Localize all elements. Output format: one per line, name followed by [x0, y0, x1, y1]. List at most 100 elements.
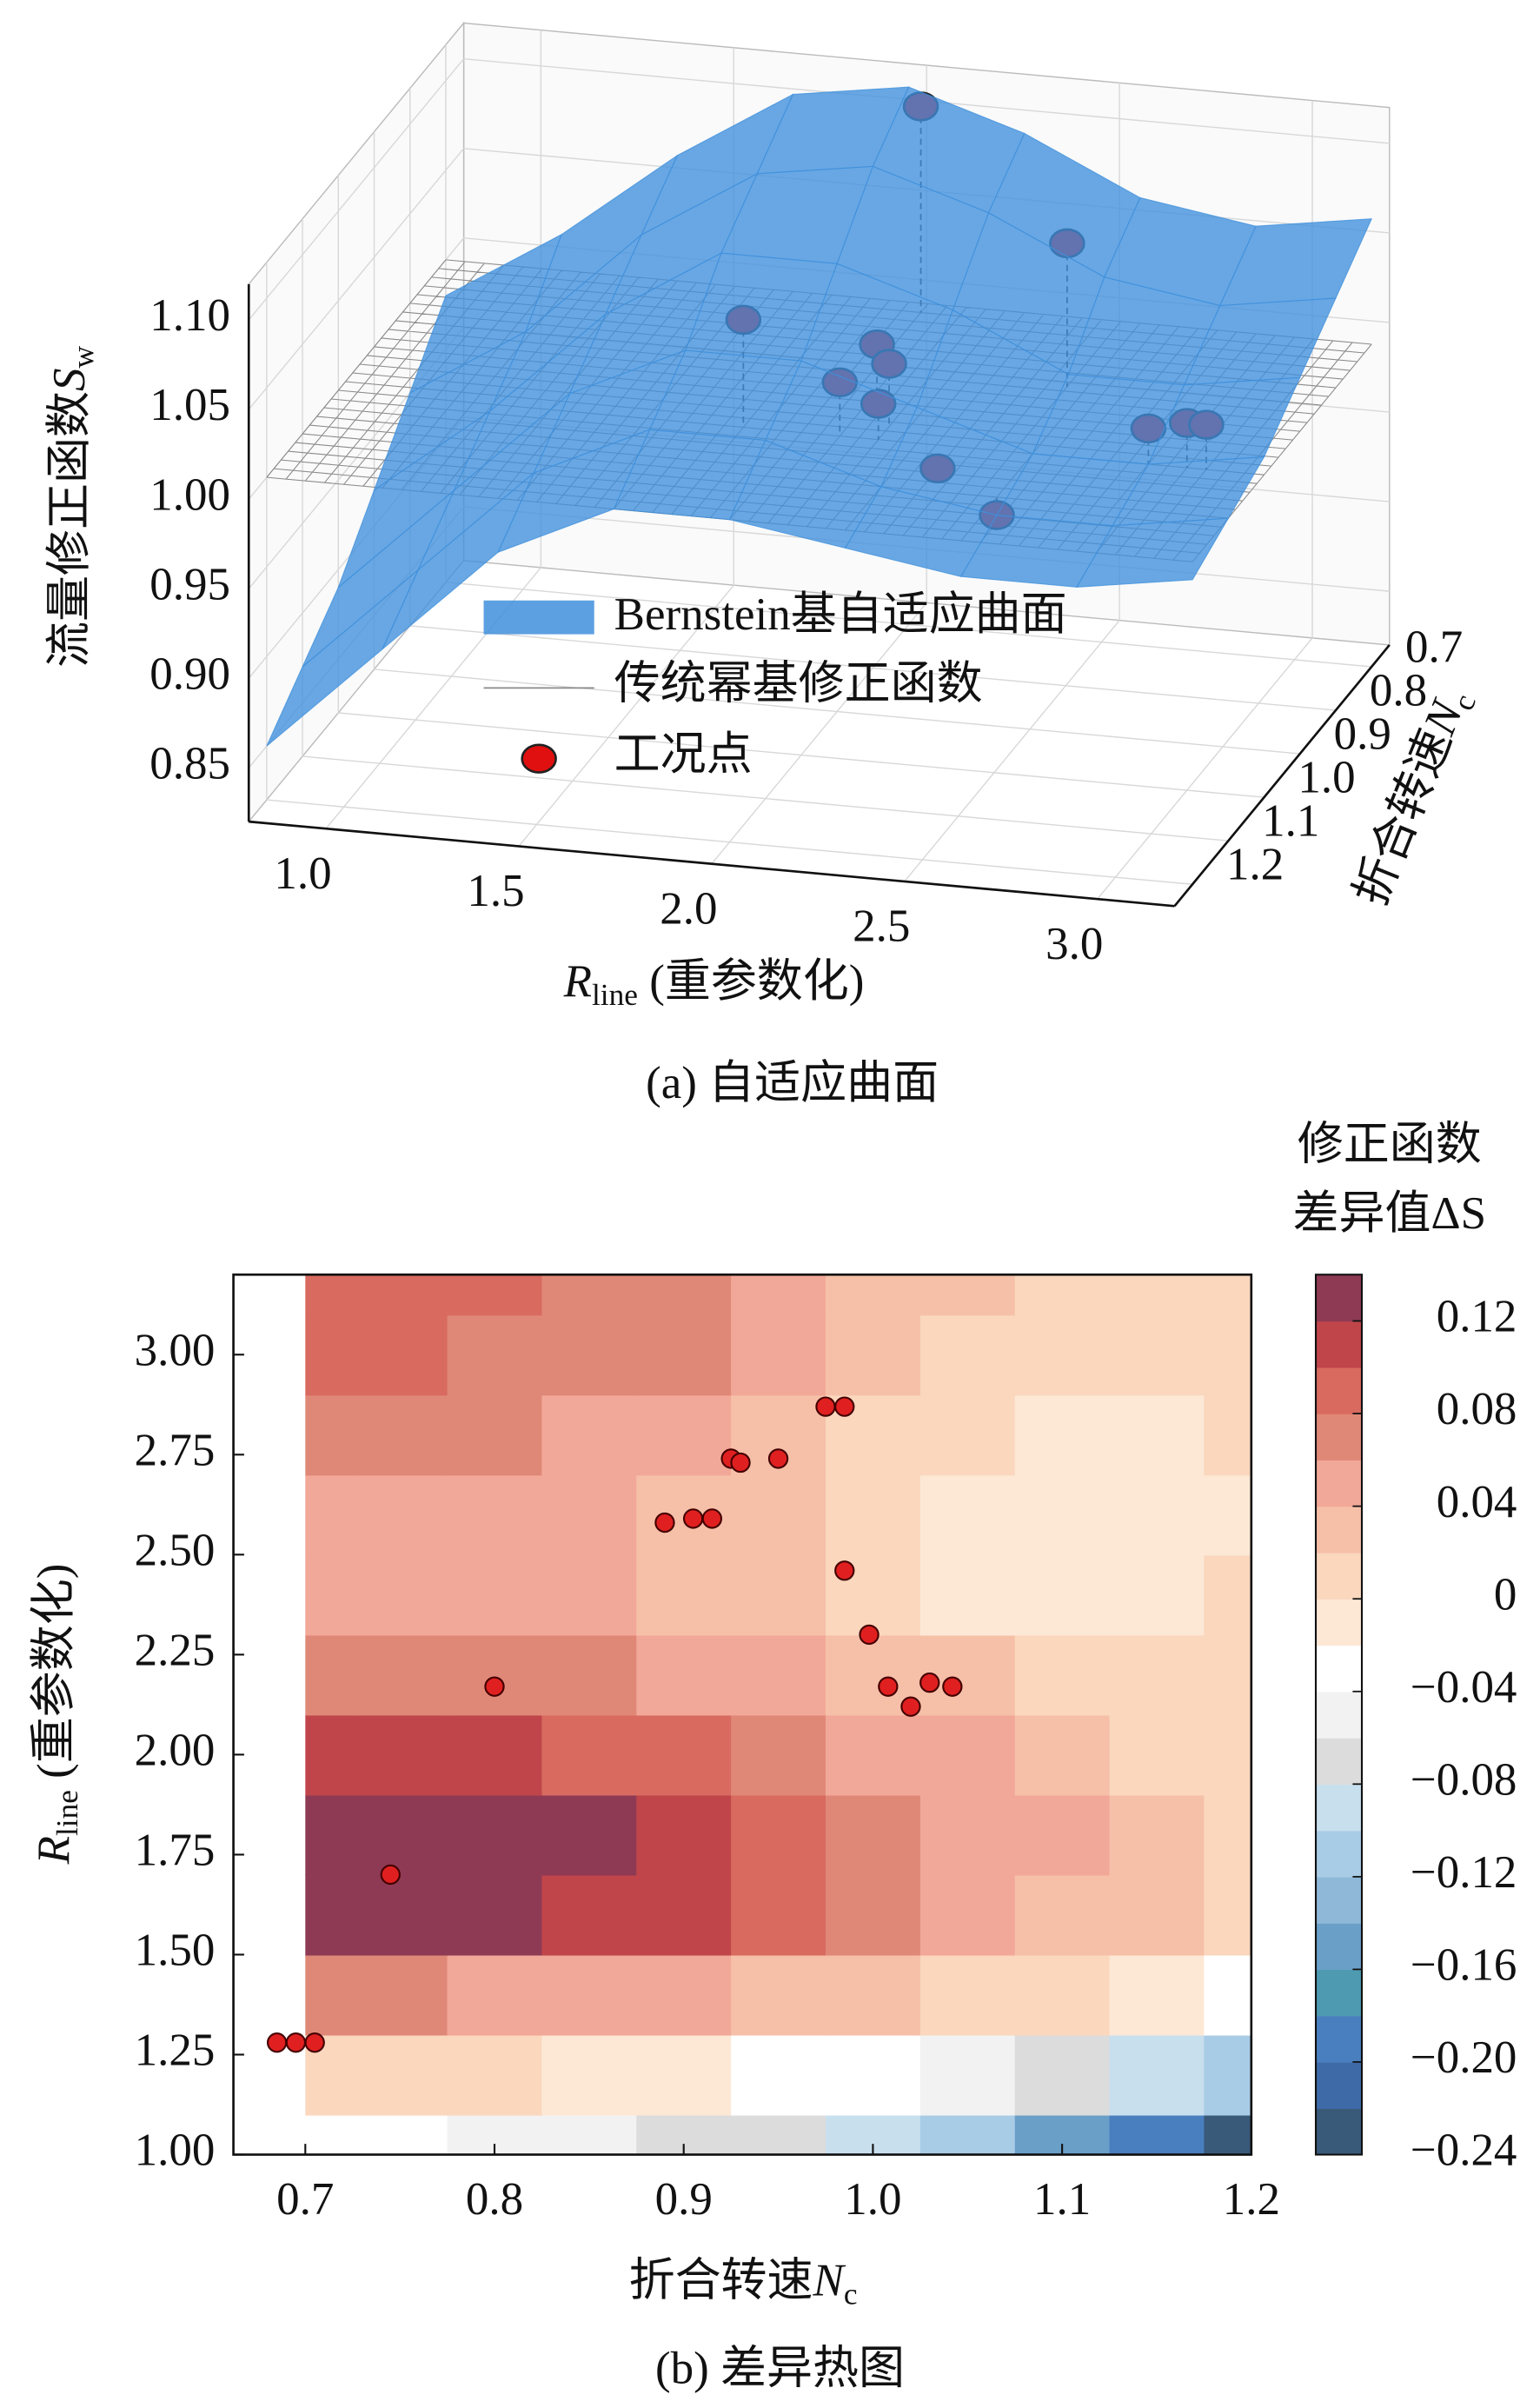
heat-cell — [731, 1874, 827, 1956]
z-axis-label: 流量修正函数Sw — [44, 346, 100, 668]
heat-cell — [1109, 1314, 1205, 1396]
label-part: N — [813, 2256, 846, 2306]
heat-cell — [1109, 1394, 1205, 1476]
heat-cell — [1014, 1954, 1111, 2036]
label-part: R — [563, 956, 592, 1007]
heat-cell — [541, 2114, 638, 2156]
heat-cell — [352, 1394, 448, 1476]
colorbar-band — [1316, 1367, 1363, 1414]
label-part: line — [50, 1790, 84, 1836]
x-tick-label: 1.0 — [274, 848, 331, 899]
y-tick-label: 1.50 — [135, 1926, 216, 1976]
heat-cell — [731, 1714, 827, 1796]
point — [701, 1508, 723, 1529]
z-tick-label: 1.00 — [149, 469, 230, 520]
heat-cell — [447, 1274, 543, 1316]
point — [654, 1512, 675, 1533]
x-axis-label: 折合转速Nc — [629, 2256, 858, 2312]
heat-cell — [1109, 1474, 1205, 1556]
heat-cell — [305, 1394, 354, 1476]
heat-cell — [1014, 1634, 1111, 1716]
colorbar-band — [1316, 1923, 1363, 1971]
y-tick-label: 1.2 — [1226, 840, 1284, 890]
heat-cell — [1014, 1554, 1111, 1636]
y-tick-label: 3.00 — [135, 1325, 216, 1375]
heat-cell — [636, 1794, 733, 1876]
legend-label: 工况点 — [614, 729, 753, 780]
heat-cell — [919, 1794, 1016, 1876]
colorbar-tick-label: −0.24 — [1411, 2125, 1517, 2176]
heat-cell — [447, 1634, 543, 1716]
heat-cell — [825, 1274, 921, 1316]
point — [859, 1624, 880, 1646]
heat-cell — [305, 1794, 354, 1876]
x-tick-label: 2.0 — [660, 883, 717, 934]
heat-cell — [541, 1314, 638, 1396]
heat-cell — [1204, 1394, 1252, 1476]
colorbar-tick-label: 0.04 — [1437, 1477, 1517, 1527]
colorbar-band — [1316, 1506, 1363, 1553]
heat-cell — [731, 1554, 827, 1636]
heat-cell — [305, 2114, 354, 2156]
heat-cell — [1014, 1314, 1111, 1396]
heat-cell — [1204, 2114, 1252, 2156]
heat-cell — [447, 1714, 543, 1796]
heat-cell — [919, 1874, 1016, 1956]
heat-cell — [1109, 2034, 1205, 2116]
x-tick-label: 1.1 — [1033, 2174, 1091, 2225]
heat-cell — [731, 1474, 827, 1556]
point — [285, 2032, 307, 2053]
colorbar-tick-label: −0.04 — [1411, 1662, 1517, 1713]
heat-cell — [305, 1554, 354, 1636]
plot-frame — [232, 1273, 1253, 2156]
heat-cell — [1014, 1874, 1111, 1956]
heat-cell — [541, 1714, 638, 1796]
heat-cell — [541, 1274, 638, 1316]
heat-cell — [1109, 1634, 1205, 1716]
colorbar-band — [1316, 1599, 1363, 1646]
colorbar-band — [1316, 1691, 1363, 1739]
heat-cell — [352, 1634, 448, 1716]
y-axis-label: Rline (重参数化) — [29, 1564, 84, 1866]
heat-cell — [1204, 1714, 1252, 1796]
caption: (b) 差异热图 — [655, 2344, 905, 2394]
heat-cell — [636, 1314, 733, 1396]
heat-cell — [825, 1314, 921, 1396]
label-part: (重参数化) — [638, 956, 864, 1007]
point — [942, 1676, 963, 1697]
y-tick-label: 0.7 — [1405, 622, 1463, 672]
x-tick-label: 0.8 — [466, 2174, 523, 2225]
heat-cell — [1109, 1714, 1205, 1796]
heat-cell — [919, 1474, 1016, 1556]
y-tick-label: 2.25 — [135, 1626, 216, 1676]
point — [767, 1448, 789, 1469]
grid-line — [266, 262, 1193, 885]
heat-cell — [919, 1554, 1016, 1636]
heat-cell — [825, 1714, 921, 1796]
heat-cell — [541, 1394, 638, 1476]
heat-cell — [447, 2034, 543, 2116]
y-tick-label: 0.8 — [1370, 666, 1427, 716]
axis-line — [247, 283, 1391, 908]
heat-cell — [352, 1474, 448, 1556]
heat-cell — [1204, 1554, 1252, 1636]
colorbar-band — [1316, 2015, 1363, 2063]
heat-cell — [731, 1634, 827, 1716]
colorbar-band — [1316, 1320, 1363, 1368]
heat-cell — [447, 1794, 543, 1876]
y-tick-label: 2.00 — [135, 1726, 216, 1776]
heat-cell — [305, 1954, 354, 2036]
colorbar-tick-label: −0.12 — [1411, 1847, 1517, 1898]
heat-cell — [352, 1954, 448, 2036]
surface-patch — [1075, 517, 1230, 588]
heat-cell — [352, 1274, 448, 1316]
colorbar-band — [1316, 1784, 1363, 1832]
heat-cell — [825, 1954, 921, 2036]
heat-cell — [1109, 1554, 1205, 1636]
heat-cell — [447, 1314, 543, 1396]
heat-cell — [352, 2034, 448, 2116]
heat-cell — [1014, 1714, 1111, 1796]
heat-cell — [352, 1794, 448, 1876]
label-part: w — [66, 346, 100, 369]
x-axis-label: Rline (重参数化) — [563, 956, 865, 1012]
